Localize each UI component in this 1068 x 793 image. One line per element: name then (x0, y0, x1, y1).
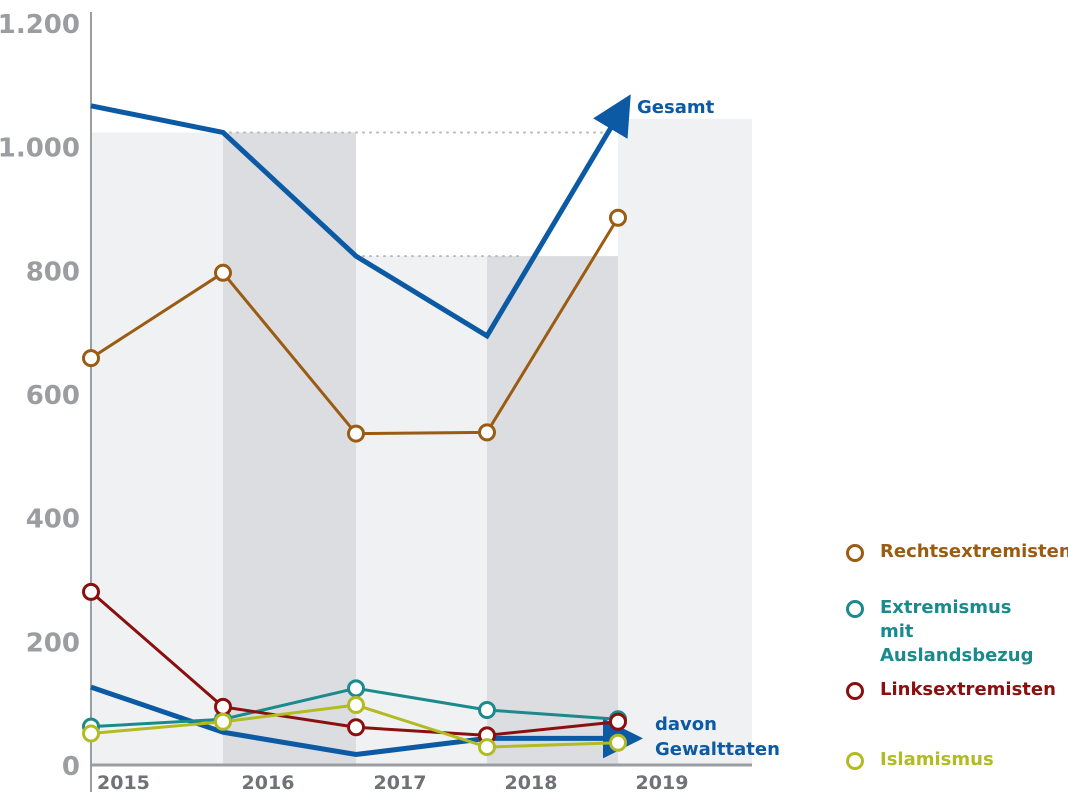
point-linksextremisten-2019 (609, 712, 627, 731)
legend-label-rechtsextremisten: Rechtsextremisten (880, 541, 1068, 562)
year-band-2018 (487, 256, 618, 765)
point-rechtsextremisten-2016 (214, 263, 232, 282)
point-rechtsextremisten-2018 (478, 423, 496, 442)
series-line-davon-gewalttaten (90, 684, 643, 759)
annotation-gesamt: Gesamt (637, 97, 715, 118)
y-tick-800: 800 (26, 257, 80, 287)
legend-marker-islamismus (846, 752, 864, 770)
legend-marker-extremismus-mit-auslandsbezug (846, 600, 864, 618)
annotation-gewalttaten-line1: davon (655, 714, 717, 735)
point-extremismus-mit-auslandsbezug-2018 (478, 700, 496, 719)
y-tick-200: 200 (26, 628, 80, 658)
legend-label-extremismus-mit-auslandsbezug: Extremismus mit Auslandsbezug (880, 597, 1034, 666)
y-tick-labels: 0 200 400 600 800 1.000 1.200 (0, 10, 80, 782)
x-tick-labels: 2015 2016 2017 2018 2019 (97, 772, 688, 793)
dotted-guides (222, 131, 613, 258)
legend-label-linksextremisten: Linksextremisten (880, 679, 1056, 700)
point-islamismus-2017 (347, 696, 365, 715)
legend-marker-rechtsextremisten (846, 544, 864, 562)
x-tick-2018: 2018 (505, 772, 558, 793)
point-rechtsextremisten-2015 (82, 349, 100, 368)
year-band-2017 (356, 256, 487, 765)
year-band-2019 (618, 119, 752, 765)
point-islamismus-2016 (214, 712, 232, 731)
point-islamismus-2018 (478, 738, 496, 757)
point-islamismus-2019 (609, 733, 627, 752)
year-band-2015 (91, 132, 223, 765)
y-tick-400: 400 (26, 505, 80, 535)
y-tick-1000: 1.000 (0, 134, 80, 164)
x-tick-2015: 2015 (97, 772, 150, 793)
point-extremismus-mit-auslandsbezug-2017 (347, 679, 365, 698)
y-tick-0: 0 (62, 752, 80, 782)
point-rechtsextremisten-2019 (609, 208, 627, 227)
point-rechtsextremisten-2017 (347, 424, 365, 443)
point-linksextremisten-2016 (214, 697, 232, 716)
annotation-gewalttaten-line2: Gewalttaten (655, 739, 780, 760)
point-islamismus-2015 (82, 724, 100, 743)
year-bands (91, 119, 752, 765)
x-tick-2016: 2016 (242, 772, 295, 793)
series-line-gesamt (90, 94, 631, 340)
y-tick-1200: 1.200 (0, 10, 80, 40)
legend-label-islamismus: Islamismus (880, 749, 994, 770)
y-tick-600: 600 (26, 381, 80, 411)
x-tick-2017: 2017 (374, 772, 427, 793)
series-markers (82, 208, 627, 757)
year-band-2016 (223, 132, 356, 765)
legend-marker-linksextremisten (846, 682, 864, 700)
x-tick-2019: 2019 (636, 772, 689, 793)
point-linksextremisten-2017 (347, 718, 365, 737)
point-linksextremisten-2015 (82, 582, 100, 601)
